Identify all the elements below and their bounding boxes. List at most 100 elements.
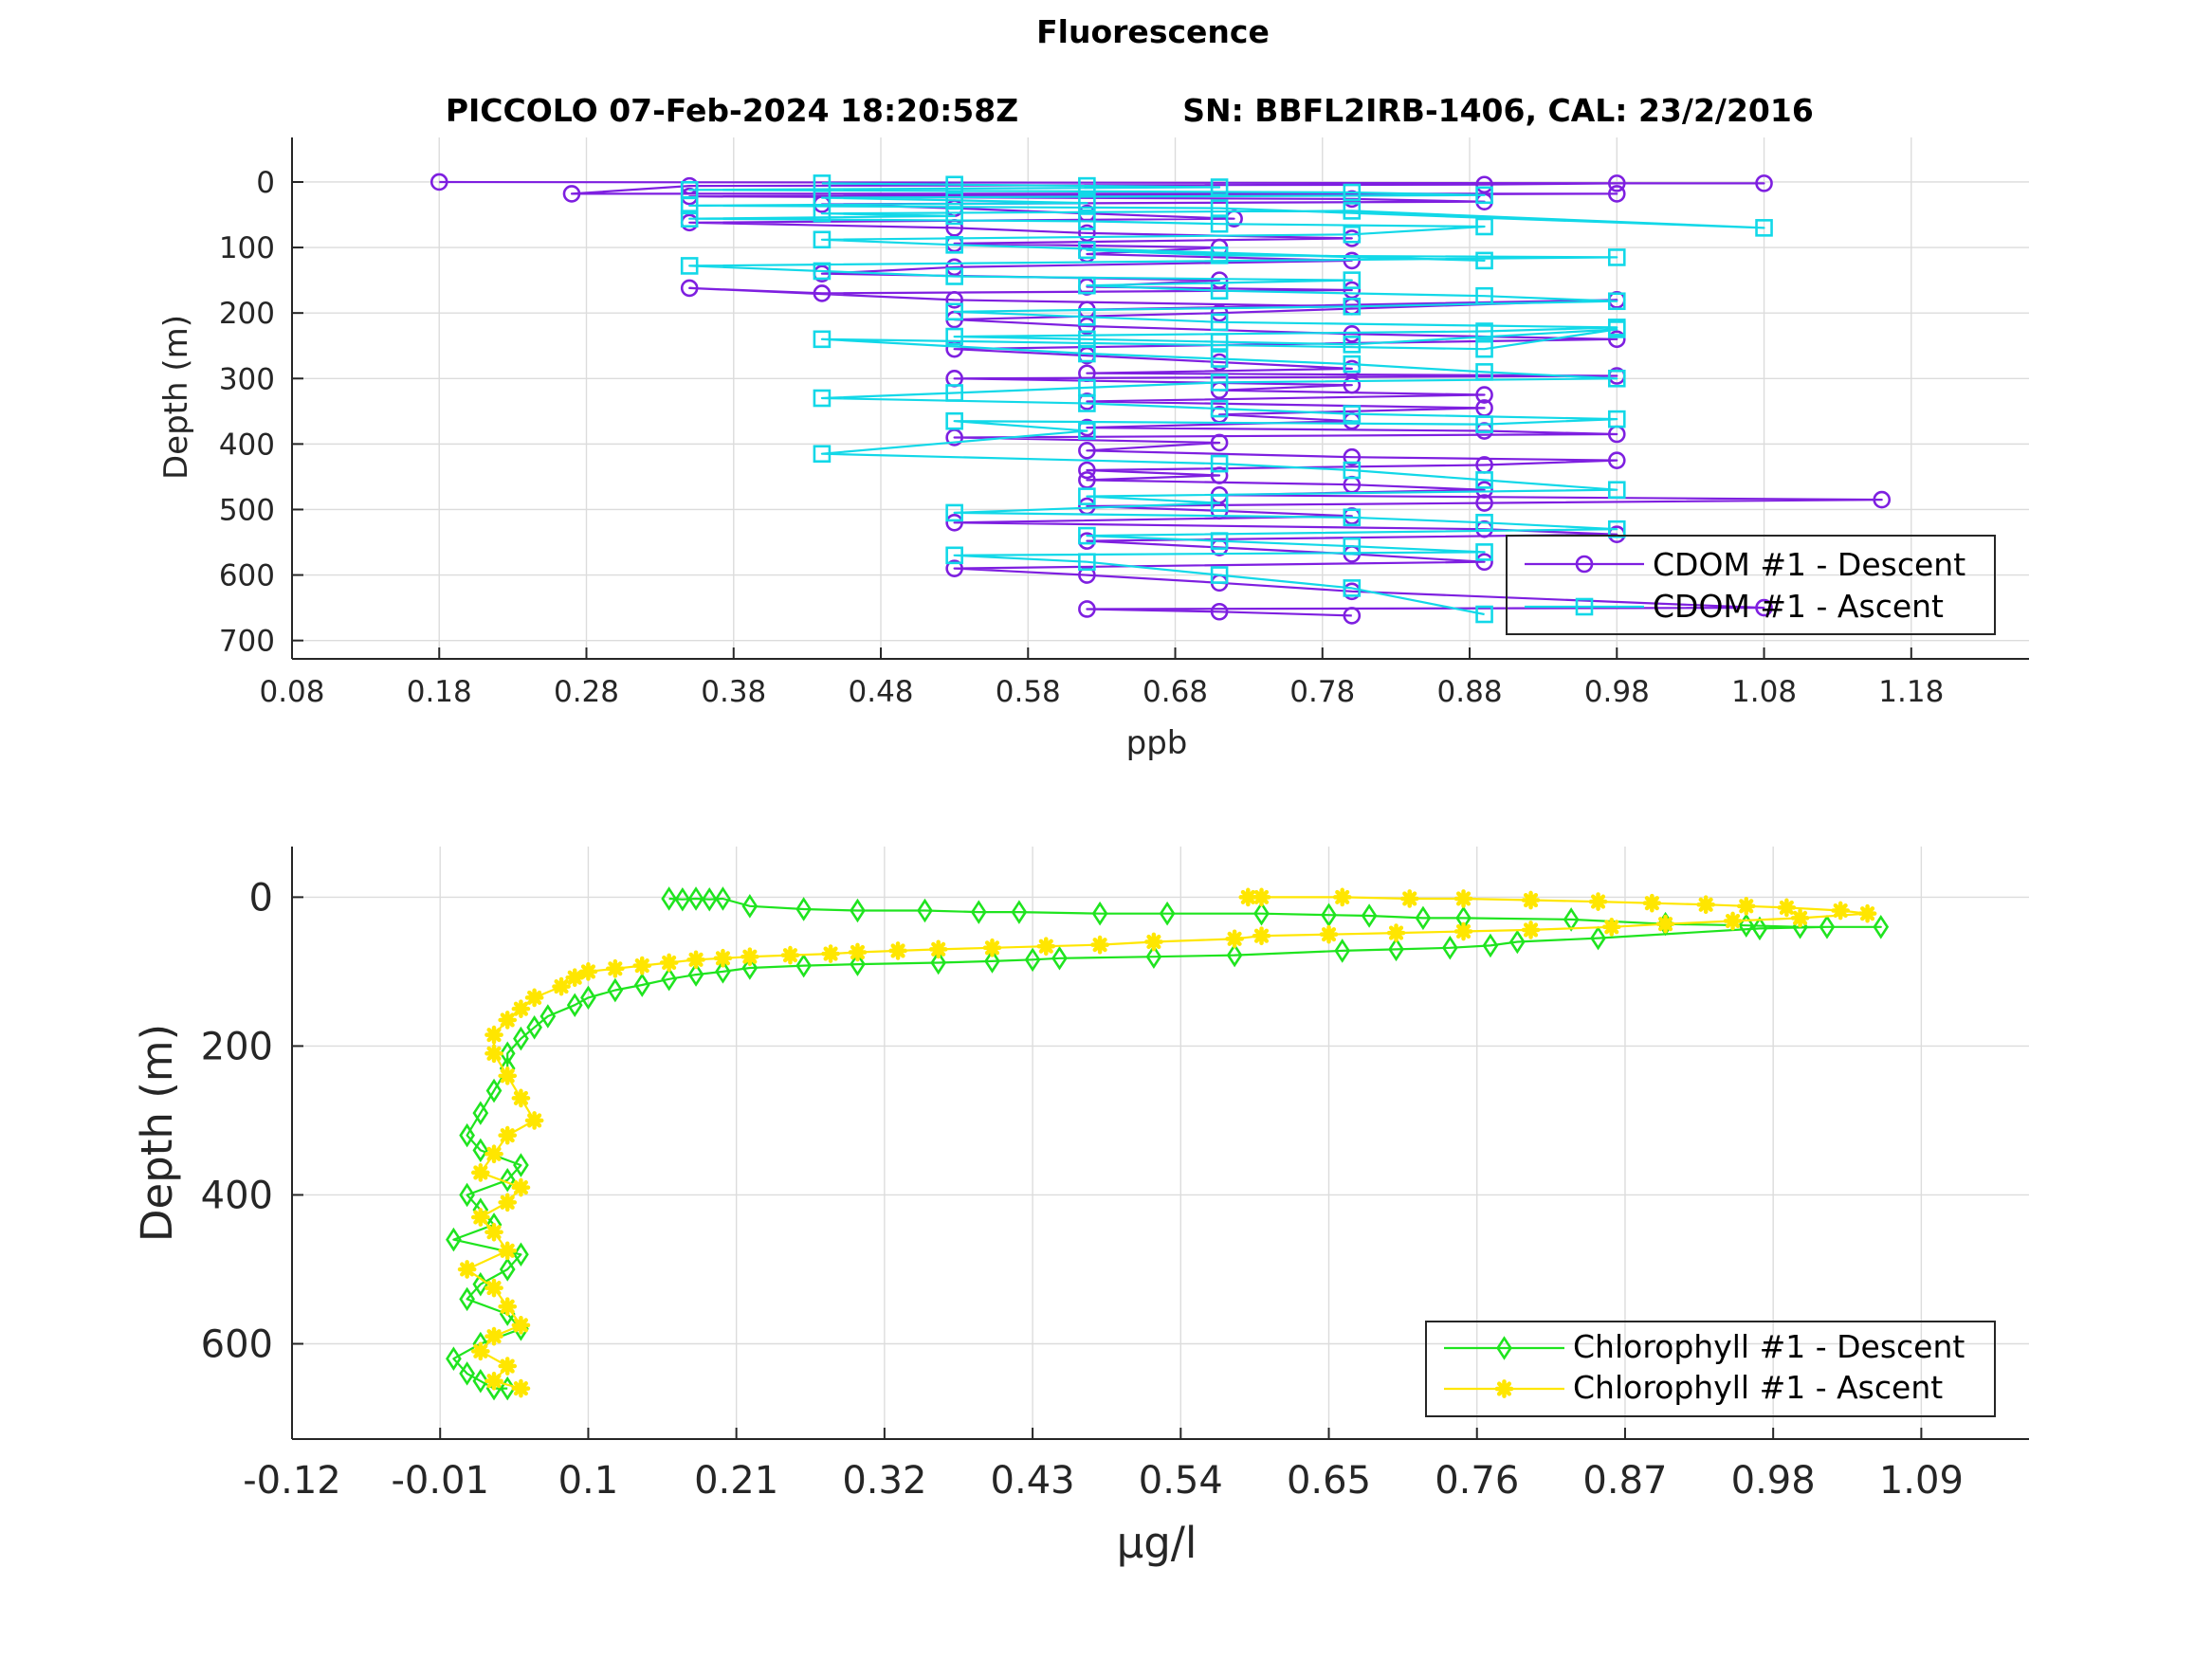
chlorophyll-series-1-point	[470, 1341, 490, 1361]
chlorophyll-series-1-point	[632, 956, 652, 975]
cdom-x-tick-label: 1.08	[1731, 675, 1797, 709]
cdom-series-1-point	[1343, 271, 1362, 289]
cdom-legend: CDOM #1 - Descent CDOM #1 - Ascent	[1506, 535, 1996, 635]
cdom-x-tick-label: 0.48	[849, 675, 914, 709]
cdom-y-tick-label: 700	[219, 625, 275, 659]
cdom-series-1-point	[1078, 241, 1096, 260]
cdom-series-1-point	[1343, 405, 1362, 423]
chlorophyll-series-1-point	[1790, 908, 1810, 928]
cdom-y-axis-label: Depth (m)	[157, 315, 195, 480]
chlorophyll-x-tick-label: 0.32	[842, 1459, 926, 1503]
chlorophyll-series-1-point	[888, 941, 907, 960]
chlorophyll-series-1-point	[1090, 935, 1109, 955]
chlorophyll-x-tick-label: 0.65	[1287, 1459, 1371, 1503]
cdom-series-1-point	[1343, 508, 1362, 527]
cdom-x-tick-label: 1.18	[1878, 675, 1944, 709]
chlorophyll-series-1-point	[1521, 921, 1541, 939]
chlorophyll-series-1-point	[1036, 937, 1056, 957]
chlorophyll-series-1-point	[498, 1297, 518, 1317]
cdom-series-1-point	[680, 257, 699, 275]
chlorophyll-series-0-point	[513, 1026, 529, 1051]
cdom-series-1-point	[945, 327, 963, 346]
cdom-series-1-point	[1475, 415, 1493, 433]
chlorophyll-series-1-point	[470, 1163, 490, 1182]
chlorophyll-series-0-point	[1334, 939, 1351, 963]
cdom-x-tick-label: 0.28	[554, 675, 619, 709]
cdom-series-1-point	[1343, 202, 1362, 220]
chlorophyll-series-1-point	[1225, 929, 1244, 949]
chlorophyll-series-1-point	[511, 1177, 531, 1197]
cdom-series-1-point	[945, 267, 963, 285]
cdom-series-1-point	[945, 302, 963, 321]
cdom-series-1-point	[1607, 410, 1626, 428]
chlorophyll-series-0-point	[1011, 900, 1028, 924]
chlorophyll-y-axis-label: Depth (m)	[132, 1024, 182, 1242]
cdom-series-0-point	[945, 291, 963, 309]
chlorophyll-series-1-point	[686, 950, 705, 970]
cdom-series-1-point	[1210, 399, 1229, 418]
cdom-series-1-point	[1607, 481, 1626, 500]
cdom-series-1-point	[1475, 322, 1493, 340]
cdom-series-1-point	[813, 445, 832, 464]
cdom-y-tick-label: 0	[256, 166, 275, 200]
cdom-series-0-point	[945, 513, 963, 532]
chlorophyll-series-0-point	[661, 966, 677, 992]
chlorophyll-series-0-point	[741, 894, 759, 919]
chlorophyll-series-1-point	[1453, 889, 1473, 908]
chlorophyll-series-1-point	[470, 1208, 490, 1227]
cdom-legend-box	[1506, 535, 1996, 635]
cdom-series-1-point	[945, 236, 963, 254]
cdom-series-1-point	[1210, 566, 1229, 584]
chlorophyll-series-1-point	[740, 947, 759, 967]
chlorophyll-series-0-point	[446, 1346, 462, 1371]
cdom-x-axis-label: ppb	[1126, 724, 1188, 762]
chlorophyll-series-0-point	[1441, 936, 1458, 960]
cdom-series-1-point	[1607, 369, 1626, 388]
chlorophyll-series-0	[446, 886, 1890, 1401]
chlorophyll-series-0-point	[850, 898, 866, 923]
cdom-y-tick-label: 100	[219, 231, 275, 265]
cdom-legend-marker	[1575, 597, 1594, 616]
cdom-y-tick-label: 400	[219, 428, 275, 462]
chlorophyll-x-ticks: -0.12 -0.01 0.1 0.21 0.32 0.43 0.54 0.65 0.76 0.8…	[243, 1428, 1964, 1503]
chlorophyll-series-1-point	[484, 1044, 503, 1064]
chlorophyll-series-0-point	[1508, 929, 1526, 955]
cdom-series-0-point	[1343, 375, 1362, 394]
cdom-series-1-point	[945, 546, 963, 565]
chlorophyll-series-0-point	[715, 886, 731, 911]
cdom-legend-marker	[1575, 555, 1594, 574]
chlorophyll-series-0-point	[499, 1167, 516, 1193]
cdom-series-1-point	[1078, 276, 1096, 295]
cdom-legend-descent-sample	[1525, 555, 1644, 574]
cdom-series-1-point	[1210, 313, 1229, 332]
chlorophyll-series-0-point	[715, 959, 731, 984]
cdom-series-1-point	[1475, 543, 1493, 561]
chlorophyll-series-0-point	[795, 953, 813, 978]
cdom-series-0-point	[1607, 174, 1626, 192]
cdom-series-0-point	[1210, 602, 1229, 621]
chlorophyll-series-1-point	[659, 953, 679, 973]
cdom-legend-ascent-label: CDOM #1 - Ascent	[1653, 588, 1944, 625]
cdom-series-1-point	[1210, 282, 1229, 300]
chlorophyll-series-1-point	[498, 1193, 518, 1212]
cdom-series-0-point	[1607, 185, 1626, 203]
chlorophyll-x-tick-label: 1.09	[1879, 1459, 1964, 1503]
chlorophyll-series-1-point	[1831, 901, 1851, 921]
chlorophyll-series-0-point	[526, 1015, 542, 1040]
cdom-series-1-point	[1475, 513, 1493, 532]
chlorophyll-y-tick-label: 0	[249, 876, 273, 920]
cdom-series-0-line	[439, 180, 1883, 617]
cdom-series-0-point	[1475, 386, 1493, 404]
chlorophyll-series-0-point	[1159, 901, 1176, 926]
chlorophyll-series-0-point	[472, 1101, 489, 1125]
chlorophyll-series-0-point	[485, 1078, 503, 1103]
cdom-series-1-point	[1607, 520, 1626, 538]
cdom-series-0-point	[1210, 271, 1229, 289]
chlorophyll-series-0-point	[1321, 902, 1337, 928]
cdom-x-tick-label: 0.08	[259, 675, 324, 709]
cdom-y-tick-label: 600	[219, 559, 275, 593]
chlorophyll-series-1-point	[1655, 914, 1675, 934]
figure-title: Fluorescence	[1036, 13, 1270, 50]
cdom-series-1-point	[1343, 297, 1362, 316]
